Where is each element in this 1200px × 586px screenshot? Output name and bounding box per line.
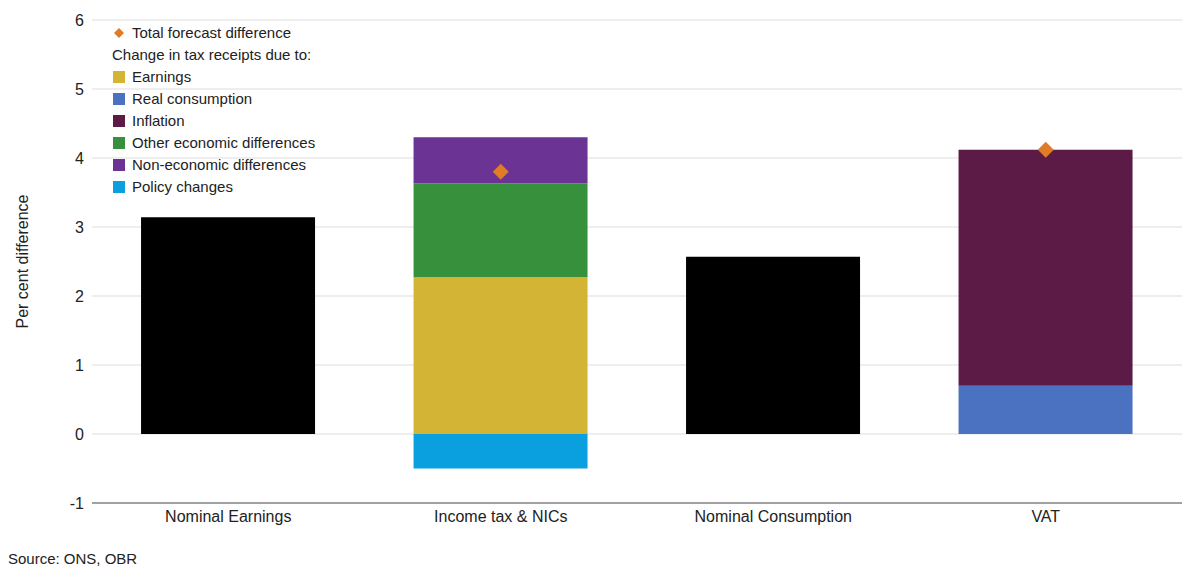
svg-text:-1: -1 (70, 495, 84, 512)
svg-text:3: 3 (75, 219, 84, 236)
html-text:Non-economic differences: Non-economic differences (132, 156, 306, 173)
html-text:Inflation: Inflation (132, 112, 185, 129)
svg-text:2: 2 (75, 288, 84, 305)
svg-text:Per cent difference: Per cent difference (14, 194, 31, 328)
svg-text:VAT: VAT (1031, 508, 1060, 525)
html-text:Change in tax receipts due to:: Change in tax receipts due to: (112, 46, 312, 63)
html-text:Earnings: Earnings (132, 68, 192, 85)
svg-text:6: 6 (75, 12, 84, 29)
svg-text:Nominal Earnings: Nominal Earnings (165, 508, 291, 525)
svg-text:5: 5 (75, 81, 84, 98)
html-text:Real consumption: Real consumption (132, 90, 253, 107)
svg-text:Nominal Consumption: Nominal Consumption (695, 508, 852, 525)
html-text:Source: ONS, OBR: Source: ONS, OBR (8, 550, 138, 567)
svg-text:Income tax & NICs: Income tax & NICs (434, 508, 567, 525)
svg-text:0: 0 (75, 426, 84, 443)
svg-text:4: 4 (75, 150, 84, 167)
html-text:Other economic differences: Other economic differences (132, 134, 316, 151)
html-text:Policy changes: Policy changes (132, 178, 233, 195)
svg-text:1: 1 (75, 357, 84, 374)
html-text:Total forecast difference: Total forecast difference (132, 24, 291, 41)
